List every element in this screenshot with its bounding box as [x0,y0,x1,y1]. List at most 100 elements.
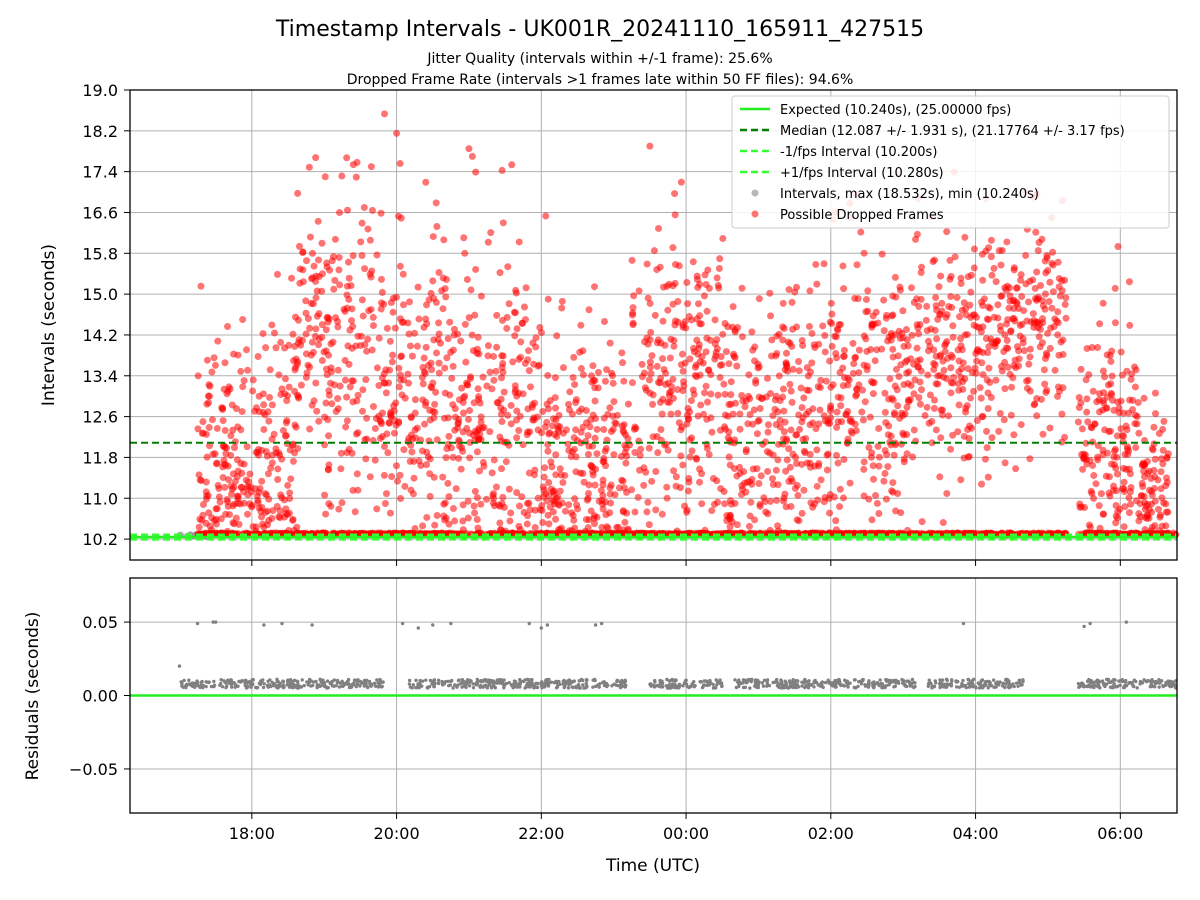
dropped-frame-point [296,242,304,250]
dropped-frame-point [976,384,984,392]
dropped-frame-point [624,400,632,408]
dropped-frame-point [798,404,806,412]
residual-point [564,681,568,686]
dropped-frame-point [1101,373,1109,381]
dropped-frame-point [1062,314,1070,322]
dropped-frame-point [234,495,242,503]
legend-label-minus-fps: -1/fps Interval (10.200s) [780,145,937,160]
dropped-frame-point [702,382,710,390]
dropped-frame-point [747,498,755,506]
dropped-frame-point [645,521,653,529]
dropped-frame-point [334,323,342,331]
residual-point [1003,685,1007,690]
dropped-frame-point [194,372,202,380]
residual-point [800,684,804,688]
residual-point [757,680,761,684]
residual-point [872,685,876,689]
dropped-frame-point [984,349,992,357]
dropped-frame-point [1036,320,1044,328]
residual-point [453,683,457,687]
dropped-frame-point [874,442,882,450]
residual-point [867,682,871,687]
dropped-frame-point [591,512,599,520]
residual-point [296,684,301,688]
dropped-frame-point [390,429,398,437]
dropped-frame-point [930,366,938,374]
dropped-frame-point [948,353,956,361]
residual-point [187,678,191,682]
residual-point [853,678,857,682]
dropped-frame-point [787,426,795,434]
dropped-frame-point [664,446,672,454]
dropped-frame-point [1074,418,1082,426]
dropped-frame-point [226,385,234,393]
residual-point [554,686,559,690]
dropped-frame-point [893,386,901,394]
dropped-frame-point [949,333,957,341]
residual-point [295,679,299,683]
dropped-frame-point [619,477,627,485]
dropped-frame-point [449,453,457,461]
dropped-frame-point [631,448,639,456]
dropped-frame-point [220,385,228,393]
residual-point [765,681,769,685]
dropped-frame-point [675,262,683,270]
dropped-frame-point [1054,319,1062,327]
dropped-frame-point [500,406,508,414]
dropped-frame-point [440,236,448,244]
dropped-frame-point [1147,475,1155,483]
dropped-frame-point [1111,319,1119,327]
dropped-frame-point [1018,293,1026,301]
dropped-frame-point [385,418,393,426]
dropped-frame-point [1164,508,1172,516]
dropped-frame-point [408,352,416,360]
dropped-frame-point [542,212,550,220]
dropped-frame-point [689,258,697,266]
residual-point [196,684,201,688]
dropped-frame-point [302,297,310,305]
dropped-frame-point [358,219,366,227]
dropped-frame-point [459,501,467,509]
residual-point [522,679,526,684]
dropped-frame-point [1121,503,1129,511]
dropped-frame-point [1118,371,1126,379]
dropped-frame-point [443,354,451,362]
dropped-frame-point [915,394,923,402]
residual-point [684,678,688,682]
dropped-frame-point [813,446,821,454]
dropped-frame-point [861,529,869,537]
dropped-frame-point [222,510,230,518]
dropped-frame-point [497,374,505,382]
dropped-frame-point [559,478,567,486]
dropped-frame-point [987,394,995,402]
dropped-frame-point [291,387,299,395]
residual-point [337,681,342,685]
residual-point [469,679,473,683]
dropped-frame-point [674,386,682,394]
dropped-frame-point [258,446,266,454]
dropped-frame-point [953,294,961,302]
dropped-frame-point [429,277,437,285]
dropped-frame-point [839,262,847,270]
dropped-frame-point [216,498,224,506]
residual-point [674,678,678,682]
residual-point [960,681,964,686]
dropped-frame-point [498,418,506,426]
dropped-frame-point [1055,283,1063,291]
dropped-frame-point [799,435,807,443]
residual-point [584,684,589,688]
dropped-frame-point [430,336,438,344]
dropped-frame-point [850,360,858,368]
dropped-frame-point [945,412,953,420]
dropped-frame-point [513,392,521,400]
dropped-frame-point [733,362,741,370]
dropped-frame-point [362,455,370,463]
dropped-frame-point [785,445,793,453]
intervals-y-tick-label: 16.6 [82,203,118,222]
residual-point [821,685,825,690]
dropped-frame-point [237,459,245,467]
dropped-frame-point [1013,284,1021,292]
dropped-frame-point [582,407,590,415]
dropped-frame-point [552,471,560,479]
dropped-frame-point [368,267,376,275]
